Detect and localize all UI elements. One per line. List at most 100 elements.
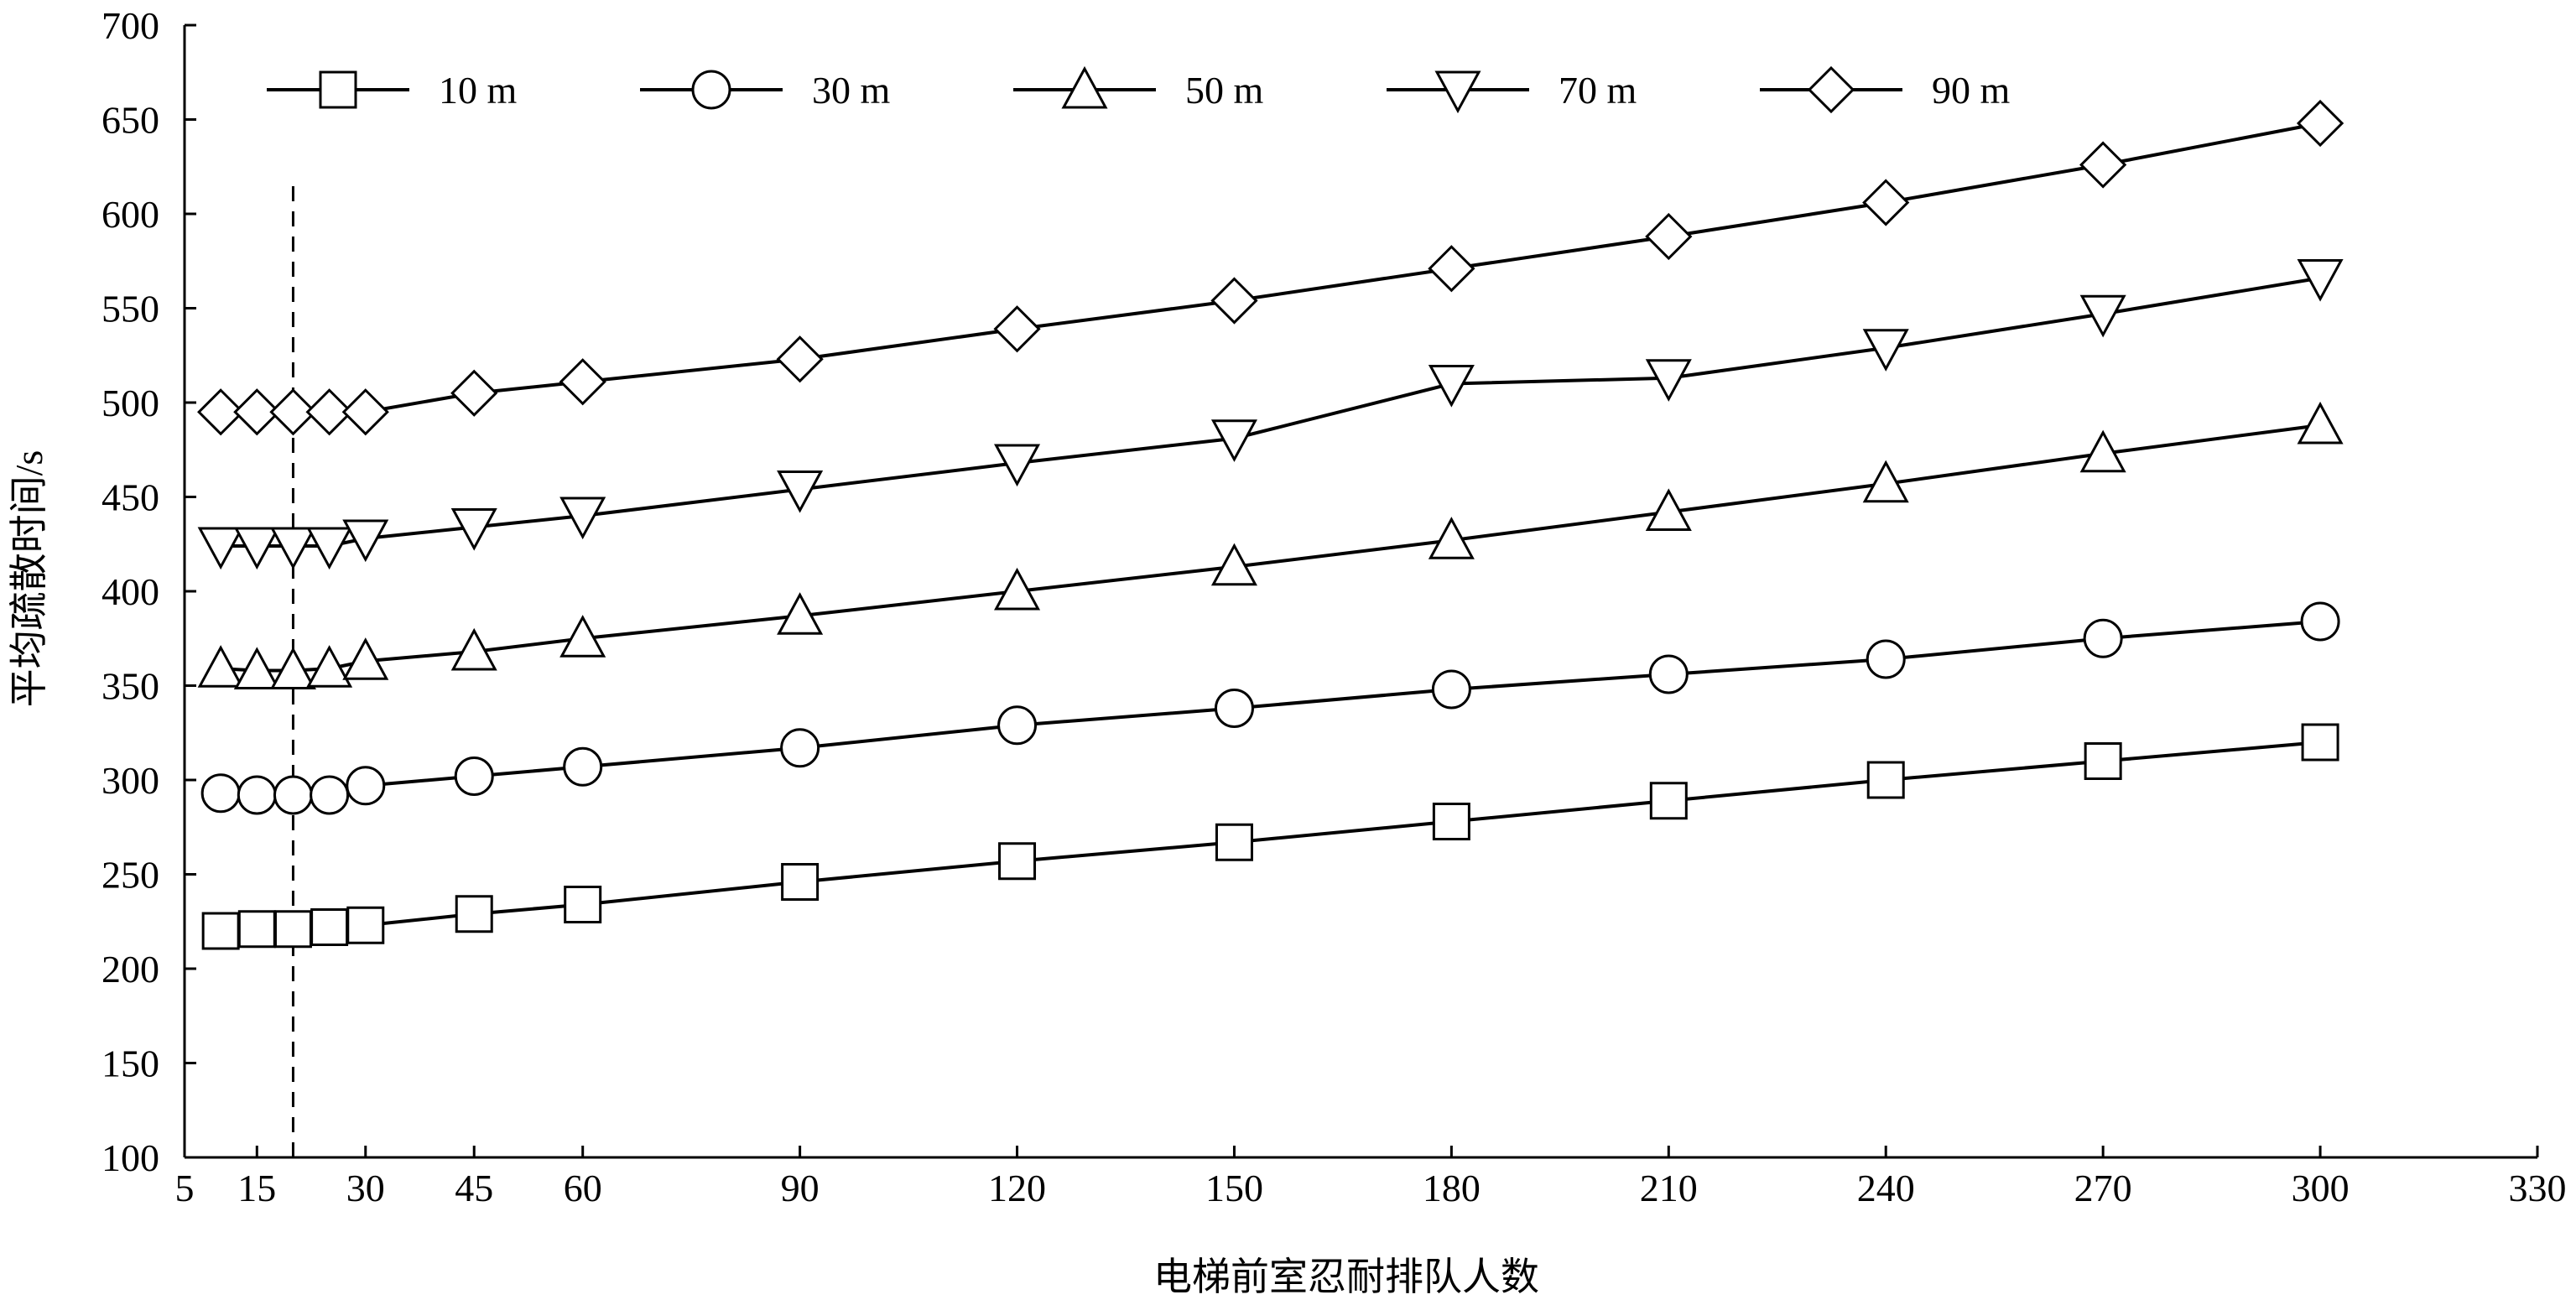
data-point — [1862, 329, 1909, 372]
data-point — [2297, 401, 2344, 445]
data-point — [1866, 761, 1905, 799]
y-tick-label: 300 — [101, 759, 159, 802]
x-tick-label: 300 — [2292, 1167, 2350, 1209]
data-point — [346, 766, 386, 806]
data-point — [201, 912, 240, 950]
data-point — [2079, 141, 2127, 189]
data-point — [1215, 823, 1253, 861]
data-point — [994, 567, 1041, 611]
data-point — [2079, 429, 2126, 473]
x-tick-label: 210 — [1640, 1167, 1698, 1209]
data-point — [2301, 723, 2339, 762]
legend-label: 70 m — [1559, 69, 1637, 112]
data-point — [1428, 245, 1475, 293]
x-tick-label: 5 — [175, 1167, 195, 1209]
x-tick-label: 150 — [1205, 1167, 1263, 1209]
data-point — [2083, 618, 2123, 658]
data-point — [1214, 689, 1254, 728]
data-point — [454, 756, 494, 796]
y-tick-label: 700 — [101, 4, 159, 47]
data-point — [310, 908, 349, 946]
legend-label: 90 m — [1932, 69, 2011, 112]
data-point — [310, 775, 350, 815]
data-point — [993, 305, 1041, 353]
data-point — [1210, 543, 1257, 586]
data-point — [1210, 277, 1258, 325]
y-tick-label: 500 — [101, 382, 159, 424]
data-point — [342, 637, 389, 680]
series-90m — [197, 99, 2344, 436]
x-tick-label: 45 — [455, 1167, 493, 1209]
data-point — [305, 388, 353, 436]
data-point — [2084, 742, 2122, 780]
series-70m — [197, 259, 2344, 570]
data-point — [237, 910, 276, 949]
legend-label: 30 m — [812, 69, 891, 112]
y-tick-label: 400 — [101, 570, 159, 613]
data-point — [346, 906, 385, 944]
legend-entry: 90 m — [1760, 65, 2011, 114]
data-point — [197, 388, 245, 436]
data-point — [777, 471, 824, 513]
data-point — [269, 527, 316, 570]
data-point — [273, 775, 313, 815]
series-30m — [200, 601, 2340, 815]
y-tick-label: 550 — [101, 288, 159, 330]
data-point — [1431, 669, 1471, 710]
x-tick-label: 30 — [346, 1167, 385, 1209]
data-point — [1648, 654, 1689, 694]
data-point — [1645, 359, 1692, 402]
data-point — [559, 497, 606, 540]
y-tick-label: 100 — [101, 1136, 159, 1179]
x-tick-label: 60 — [564, 1167, 602, 1209]
legend-marker — [1807, 65, 1855, 114]
data-point — [559, 615, 606, 658]
legend-marker — [1434, 70, 1481, 114]
data-point — [1428, 365, 1475, 408]
data-point — [2296, 99, 2344, 148]
series-line — [221, 122, 2321, 414]
y-tick-label: 250 — [101, 854, 159, 897]
data-point — [450, 627, 497, 671]
data-point — [781, 863, 820, 901]
x-tick-label: 15 — [237, 1167, 276, 1209]
series-line — [221, 424, 2321, 673]
legend-entry: 70 m — [1387, 69, 1637, 114]
data-point — [306, 527, 353, 570]
series-50m — [197, 401, 2344, 689]
series-10m — [201, 723, 2339, 950]
data-point — [563, 746, 603, 787]
data-point — [1645, 212, 1693, 261]
legend-entry: 50 m — [1013, 65, 1264, 112]
data-point — [200, 773, 241, 814]
data-point — [450, 508, 497, 551]
data-point — [237, 775, 277, 815]
data-point — [777, 592, 824, 635]
data-point — [564, 886, 602, 923]
legend-marker — [691, 70, 731, 110]
data-point — [1645, 488, 1692, 531]
data-point — [780, 728, 820, 768]
data-point — [2300, 601, 2340, 642]
data-point — [1862, 460, 1909, 503]
y-tick-label: 650 — [101, 99, 159, 142]
data-point — [998, 842, 1037, 881]
y-tick-label: 200 — [101, 948, 159, 990]
legend-entry: 30 m — [640, 69, 891, 112]
data-point — [1866, 639, 1906, 679]
data-point — [233, 527, 280, 570]
data-point — [306, 645, 353, 688]
data-point — [1428, 517, 1475, 559]
data-point — [197, 645, 244, 688]
data-point — [2297, 259, 2344, 302]
y-axis-label: 平均疏散时间/s — [8, 450, 50, 708]
legend-entry: 10 m — [267, 69, 518, 112]
data-point — [273, 910, 312, 949]
x-tick-label: 90 — [781, 1167, 820, 1209]
x-tick-label: 270 — [2074, 1167, 2132, 1209]
y-tick-label: 450 — [101, 476, 159, 519]
data-point — [1862, 179, 1910, 226]
x-tick-label: 120 — [988, 1167, 1046, 1209]
